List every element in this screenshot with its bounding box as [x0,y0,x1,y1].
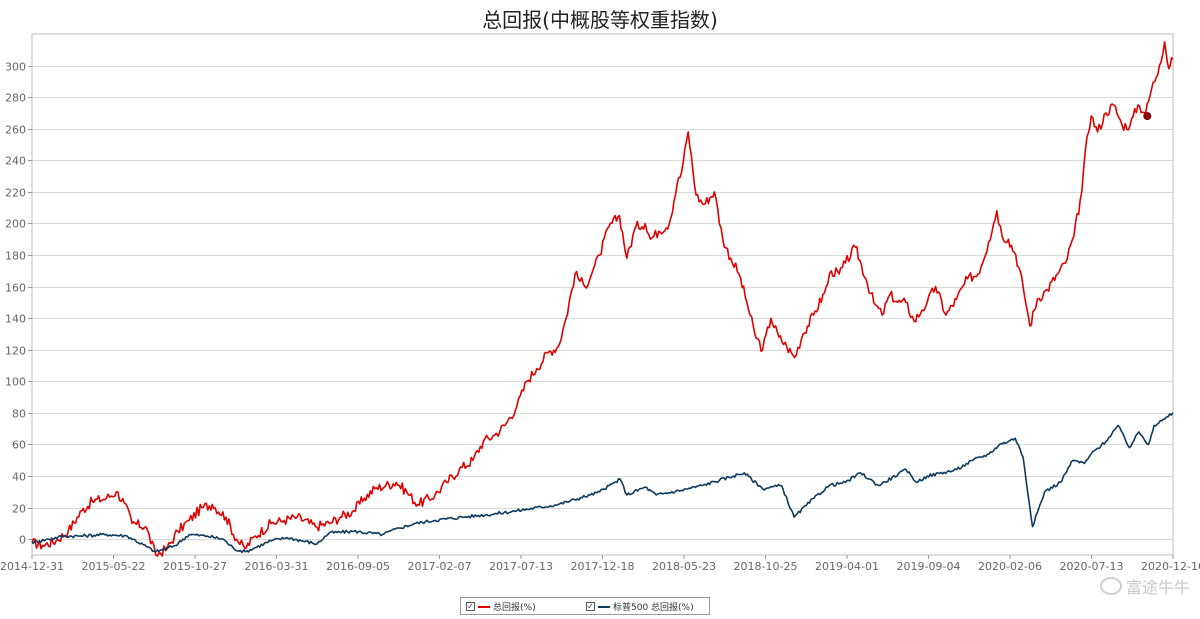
y-tick-label: 220 [5,187,26,200]
x-tick-label: 2017-07-13 [489,560,553,573]
y-tick-label: 300 [5,61,26,74]
x-tick-label: 2020-12-16 [1141,560,1200,573]
legend-checkbox-total-return[interactable]: ✓ [466,602,475,611]
x-tick-label: 2019-04-01 [815,560,879,573]
grid-lines [32,66,1173,540]
y-tick-label: 0 [19,534,26,547]
legend: ✓ 总回报(%) ✓ 标普500 总回报(%) [460,597,710,615]
series-line-total-return [31,41,1174,557]
legend-checkbox-sp500-return[interactable]: ✓ [586,602,595,611]
y-tick-label: 260 [5,124,26,137]
y-tick-label: 140 [5,313,26,326]
legend-item-total-return[interactable]: ✓ 总回报(%) [466,600,536,613]
legend-swatch-sp500-return [598,605,610,608]
series-line-sp500-return [31,412,1174,554]
x-tick-label: 2017-02-07 [408,560,472,573]
y-tick-label: 200 [5,218,26,231]
x-tick-label: 2017-12-18 [571,560,635,573]
x-tick-label: 2014-12-31 [0,560,64,573]
y-tick-label: 80 [12,408,26,421]
x-tick-label: 2019-09-04 [897,560,961,573]
legend-label-total-return: 总回报(%) [493,603,536,613]
x-tick-label: 2016-09-05 [326,560,390,573]
highlight-point-marker [1143,112,1152,121]
x-tick-label: 2020-07-13 [1060,560,1124,573]
x-tick-label: 2018-10-25 [734,560,798,573]
y-tick-label: 100 [5,376,26,389]
y-tick-label: 240 [5,155,26,168]
legend-swatch-total-return [478,605,490,608]
watermark: 富途牛牛 [1099,574,1190,598]
y-tick-label: 120 [5,345,26,358]
y-tick-label: 180 [5,250,26,263]
legend-label-sp500-return: 标普500 总回报(%) [613,603,694,613]
series-layer [31,41,1174,557]
x-tick-label: 2020-02-06 [978,560,1042,573]
chart-title: 总回报(中概股等权重指数) [482,8,718,32]
marker-layer [1143,112,1152,121]
y-tick-label: 40 [12,471,26,484]
x-axis-ticks: 2014-12-31 2015-05-22 2015-10-27 2016-03-31… [0,555,1200,573]
x-tick-label: 2015-05-22 [82,560,146,573]
futu-logo-icon [1099,577,1122,595]
y-tick-label: 60 [12,439,26,452]
x-tick-label: 2016-03-31 [245,560,309,573]
watermark-text: 富途牛牛 [1125,578,1190,597]
x-tick-label: 2015-10-27 [163,560,227,573]
y-tick-label: 160 [5,282,26,295]
y-axis-ticks: 0 20 40 60 80 100 120 140 160 180 200 220 240 260 280 3… [5,61,32,547]
y-tick-label: 20 [12,503,26,516]
legend-item-sp500-return[interactable]: ✓ 标普500 总回报(%) [586,600,694,613]
x-tick-label: 2018-05-23 [652,560,716,573]
y-tick-label: 280 [5,92,26,105]
